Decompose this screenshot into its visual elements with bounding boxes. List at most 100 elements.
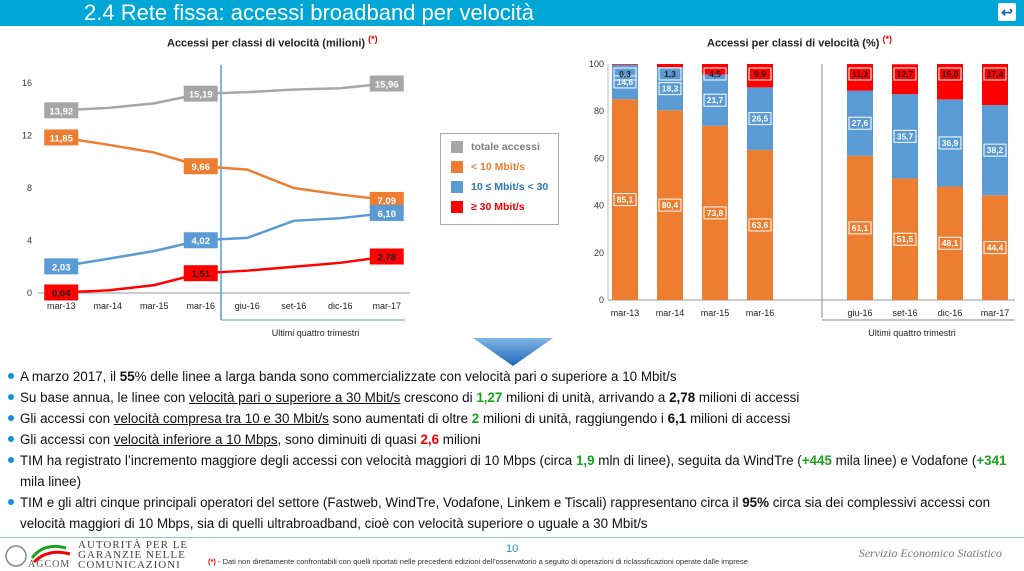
bar-segment [892, 64, 918, 95]
bullet-item: Su base annua, le linee con velocità par… [8, 387, 1020, 408]
left-chart-title: Accessi per classi di velocità (milioni)… [167, 34, 378, 50]
x-tick-label: mar-16 [746, 308, 775, 318]
x-tick-label: mar-17 [372, 301, 401, 311]
data-label-box [983, 67, 1007, 81]
bar-segment [982, 105, 1008, 196]
y-tick-label: 80 [594, 106, 604, 116]
bar-segment [982, 195, 1008, 300]
data-label: 7,09 [378, 196, 397, 207]
legend-swatch [451, 161, 463, 174]
data-label-box [938, 67, 962, 81]
x-tick-label: set-16 [892, 308, 917, 318]
series-line [61, 255, 387, 294]
x-tick-label: mar-13 [47, 301, 76, 311]
x-tick-label: mar-15 [140, 301, 169, 311]
data-label-box [938, 136, 962, 150]
data-label: 38,2 [987, 145, 1004, 155]
data-label-box [748, 218, 772, 232]
data-label: 11,3 [852, 69, 868, 79]
legend-swatch [451, 141, 463, 154]
legend-item-totale: totale accessi [451, 140, 540, 154]
bar-segment [892, 178, 918, 300]
return-arrow-icon[interactable]: ↩ [998, 3, 1016, 21]
footer-divider [0, 537, 1024, 538]
data-label: 4,5 [709, 69, 721, 79]
x-tick-label: mar-15 [701, 308, 730, 318]
logo-text-2: GARANZIE NELLE [78, 549, 186, 561]
x-tick-label: giu-16 [847, 308, 872, 318]
logo-short: AGCOM [28, 559, 71, 570]
legend-item-lt10: < 10 Mbit/s [451, 160, 525, 174]
data-label: 44,4 [987, 243, 1004, 253]
x-tick-label: set-16 [281, 301, 306, 311]
data-label: 18,3 [662, 84, 679, 94]
data-label-box [183, 232, 218, 249]
series-line [61, 211, 387, 268]
data-label: 9,66 [192, 162, 211, 173]
data-label-box [983, 241, 1007, 255]
bullet-item: TIM e gli altri cinque principali operat… [8, 492, 1020, 534]
line-chart: 0 4 8 12 16 mar-13 mar-14 mar-15 mar-16 giu-16 set… [22, 65, 410, 338]
data-label: 48,1 [942, 238, 959, 248]
data-label-box [369, 75, 404, 92]
page-title: 2.4 Rete fissa: accessi broadband per ve… [84, 0, 535, 25]
data-label-box [983, 143, 1007, 157]
bar-segment [612, 64, 638, 100]
footnote: (*) - Dati non direttamente confrontabil… [208, 557, 748, 566]
data-label: 1,51 [192, 269, 211, 280]
data-label-box [44, 258, 79, 275]
data-label: 1,3 [664, 69, 676, 79]
data-label-box [613, 75, 637, 89]
data-label-box [748, 67, 772, 81]
bullet-list: A marzo 2017, il 55% delle linee a larga… [8, 366, 1020, 534]
left-chart-asterisk: (*) [368, 34, 378, 44]
right-chart-title: Accessi per classi di velocità (%) (*) [707, 34, 892, 50]
bar-segment [747, 149, 773, 300]
bar-segment [747, 64, 773, 88]
data-label-box [658, 198, 682, 212]
data-label: 0,04 [52, 288, 71, 299]
data-label-box [369, 204, 404, 221]
data-label: 9,9 [754, 69, 766, 79]
data-label: 36,9 [942, 138, 959, 148]
data-label-box [938, 236, 962, 250]
bar-segment [612, 64, 638, 65]
bar-segment [847, 90, 873, 156]
data-label-box [369, 191, 404, 208]
data-label-box [613, 193, 637, 207]
data-label: 61,1 [852, 223, 869, 233]
x-tick-label: mar-17 [981, 308, 1010, 318]
series-line [61, 136, 387, 202]
data-label: 27,6 [852, 118, 869, 128]
footnote-mark: (*) [208, 557, 216, 566]
y-tick-label: 40 [594, 201, 604, 211]
bar-segment [747, 87, 773, 150]
right-chart-title-text: Accessi per classi di velocità (%) [707, 37, 880, 50]
legend-label: ≥ 30 Mbit/s [471, 201, 525, 213]
data-label-box [848, 67, 872, 81]
y-tick-label: 12 [22, 131, 32, 141]
bar-segment [982, 64, 1008, 106]
data-label-box [183, 158, 218, 175]
legend-swatch [451, 201, 463, 214]
data-label-box [44, 102, 79, 119]
x-tick-label: dic-16 [328, 301, 353, 311]
data-label: 15,0 [942, 69, 959, 79]
data-label-box [613, 67, 637, 81]
group-label: Ultimi quattro trimestri [868, 328, 956, 338]
data-label: 11,85 [50, 133, 74, 144]
data-label-box [748, 112, 772, 126]
x-tick-label: mar-14 [93, 301, 122, 311]
data-label: 15,96 [375, 80, 399, 91]
page-number: 10 [506, 543, 519, 555]
data-label: 4,02 [192, 236, 211, 247]
data-label: 2,03 [52, 262, 71, 273]
bar-segment [892, 94, 918, 179]
data-label: 85,1 [617, 195, 634, 205]
footnote-text: - Dati non direttamente confrontabili co… [215, 557, 748, 566]
header-bar: 2.4 Rete fissa: accessi broadband per ve… [0, 0, 1024, 26]
data-label-box [848, 221, 872, 235]
agcom-emblem-icon [5, 544, 71, 567]
data-label: 73,8 [707, 208, 724, 218]
legend-label: < 10 Mbit/s [471, 161, 525, 173]
